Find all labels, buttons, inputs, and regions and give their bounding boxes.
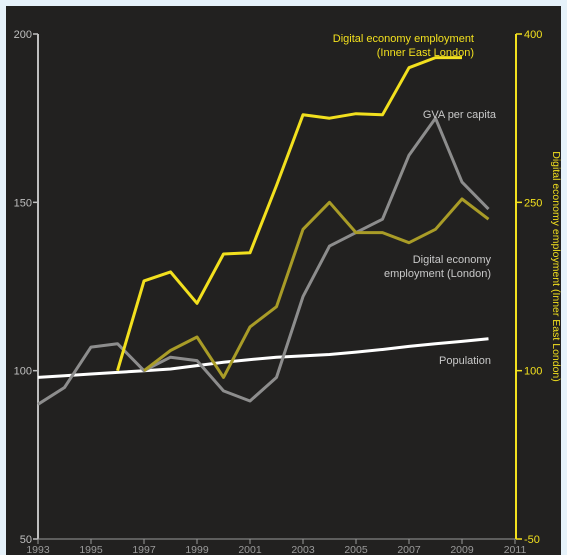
series-label: Digital economy employment (Inner East Lo… [333,33,474,59]
x-axis-tick-label: 2003 [291,544,315,555]
x-axis-tick-label: 1999 [185,544,209,555]
line-chart: 50 100 150 200 -50 100 250 400 Digital economy … [14,29,561,555]
right-axis-tick-label: 100 [524,366,542,378]
right-axis-tick-label: 250 [524,197,542,209]
x-axis-tick-label: 1995 [79,544,103,555]
series-label-line: GVA per capita [423,109,497,121]
series-label-line: employment (London) [384,268,491,280]
series-label-line: Digital economy employment [333,33,474,45]
series-label-line: Population [439,355,491,367]
right-y-axis: -50 100 250 400 Digital economy employment (… [515,29,561,546]
gva-per-capita-line [37,116,490,406]
left-axis-tick-label: 150 [14,197,32,209]
chart-panel: 50 100 150 200 -50 100 250 400 Digital economy … [6,6,561,555]
x-axis-tick-label: 2001 [238,544,262,555]
series-label: GVA per capita [423,109,497,121]
x-axis-tick-label: 1993 [26,544,50,555]
x-axis: 1993 1995 1997 1999 2001 2003 2005 2007 2009 2011 [26,538,527,555]
series-labels: Digital economy employment (Inner East Lo… [333,33,497,367]
series-label: Population [439,355,491,367]
digital-economy-employment-london--line [143,197,490,379]
x-axis-tick-label: 1997 [132,544,156,555]
right-axis-tick-label: 400 [524,29,542,41]
x-axis-tick-label: 2005 [344,544,368,555]
right-axis-tick-label: -50 [524,534,540,546]
left-y-axis: 50 100 150 200 [14,29,39,546]
left-axis-tick-label: 100 [14,366,32,378]
x-axis-tick-label: 2009 [450,544,474,555]
x-axis-tick-label: 2011 [504,544,527,555]
series-label: Digital economy employment (London) [384,254,492,280]
series-label-line: Digital economy [413,254,492,266]
population-line [37,337,489,379]
left-axis-tick-label: 200 [14,29,32,41]
left-axis-tick-label: 50 [20,534,32,546]
series-label-line: (Inner East London) [377,47,474,59]
digital-economy-employment-inner-east-london--line [116,56,462,372]
right-axis-label: Digital economy employment (Inner East L… [550,151,561,382]
series-lines [37,56,490,406]
x-axis-tick-label: 2007 [397,544,421,555]
